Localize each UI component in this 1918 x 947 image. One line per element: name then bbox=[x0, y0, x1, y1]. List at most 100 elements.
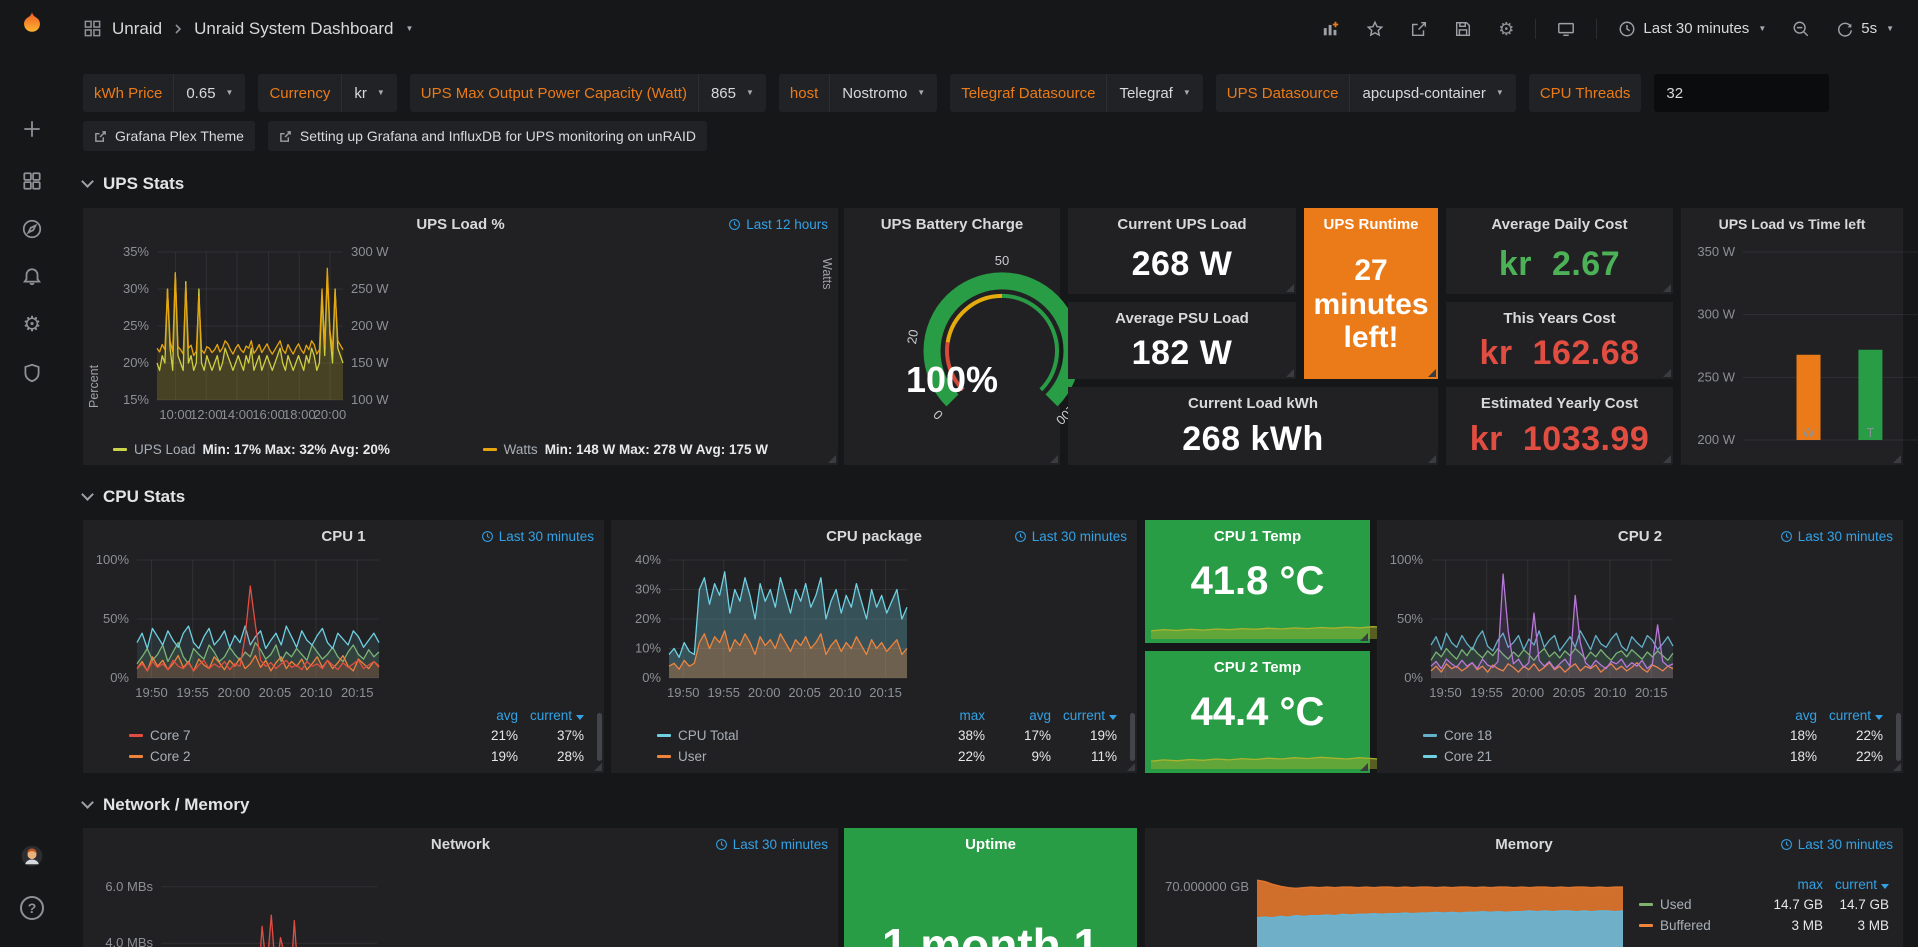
legend-row: User 22% 9% 11% bbox=[657, 746, 1117, 767]
svg-text:19:55: 19:55 bbox=[1470, 685, 1503, 700]
help-icon[interactable]: ? bbox=[20, 896, 44, 920]
legend-scrollbar[interactable] bbox=[1130, 713, 1135, 761]
memory-chart[interactable]: 50.000000 GB60.000000 GB70.000000 GB bbox=[1153, 862, 1635, 947]
variable-ups-max-output[interactable]: UPS Max Output Power Capacity (Watt) 865… bbox=[409, 74, 766, 112]
panel-title[interactable]: Uptime bbox=[965, 835, 1016, 853]
legend-sort-current[interactable]: current bbox=[1051, 708, 1117, 723]
svg-text:30%: 30% bbox=[635, 582, 661, 597]
panel-title[interactable]: UPS Runtime bbox=[1323, 215, 1419, 233]
panel-network: Network Last 30 minutes 2.0 MBs4.0 MBs6.… bbox=[83, 828, 838, 947]
panel-ups-load-percent: UPS Load % Last 12 hours Percent Watts 1… bbox=[83, 208, 838, 465]
breadcrumb-folder[interactable]: Unraid bbox=[112, 18, 163, 38]
row-header-network-memory[interactable]: Network / Memory bbox=[81, 795, 249, 815]
dashboard-link-grafana-plex-theme[interactable]: Grafana Plex Theme bbox=[83, 121, 255, 151]
legend-series[interactable]: Core 21 bbox=[1444, 749, 1493, 764]
legend: UPS Load Min: 17% Max: 32% Avg: 20% Watts… bbox=[113, 442, 768, 457]
legend-series[interactable]: Core 18 bbox=[1444, 728, 1493, 743]
svg-text:20:15: 20:15 bbox=[869, 685, 902, 700]
cpu2-chart[interactable]: 0% 50% 100% 19:50 19:55 20:00 20:05 20:10 20:15 bbox=[1385, 552, 1685, 704]
variable-telegraf-datasource[interactable]: Telegraf Datasource Telegraf ▼ bbox=[950, 74, 1203, 112]
svg-text:0%: 0% bbox=[1404, 670, 1423, 685]
ups-load-chart[interactable]: 15% 20% 25% 30% 35% 100 W 150 W 200 W 250 W 300 W… bbox=[105, 244, 405, 426]
legend-series[interactable]: Core 2 bbox=[150, 749, 191, 764]
panel-title[interactable]: Estimated Yearly Cost bbox=[1480, 394, 1639, 412]
legend-scrollbar[interactable] bbox=[597, 713, 602, 761]
panel-title[interactable]: Memory bbox=[1495, 835, 1553, 853]
breadcrumb-dashboard-title[interactable]: Unraid System Dashboard bbox=[194, 18, 394, 38]
legend-series[interactable]: CPU Total bbox=[678, 728, 739, 743]
panel-title[interactable]: CPU package bbox=[826, 527, 922, 545]
panel-title[interactable]: Current Load kWh bbox=[1188, 394, 1318, 412]
svg-text:300 W: 300 W bbox=[351, 244, 389, 259]
share-dashboard-button[interactable] bbox=[1401, 14, 1437, 44]
dashboard-settings-gear-icon[interactable]: ⚙ bbox=[1498, 18, 1515, 39]
panel-title[interactable]: Network bbox=[430, 835, 491, 853]
panel-title[interactable]: CPU 1 Temp bbox=[1213, 527, 1302, 545]
panel-title[interactable]: UPS Battery Charge bbox=[880, 215, 1024, 233]
panel-title[interactable]: UPS Load vs Time left bbox=[1718, 216, 1866, 232]
legend-row: Buffered 3 MB 3 MB bbox=[1639, 915, 1889, 936]
legend-row: CPU Total 38% 17% 19% bbox=[657, 725, 1117, 746]
legend-sort-avg[interactable]: avg bbox=[1795, 707, 1817, 723]
legend-series[interactable]: UPS Load bbox=[134, 442, 196, 457]
legend-series[interactable]: User bbox=[678, 749, 707, 764]
cpu-package-chart[interactable]: 0% 10% 20% 30% 40% 19:50 19:55 20:00 20:05 20:10 2… bbox=[619, 552, 919, 704]
dashboard-link-ups-monitoring-guide[interactable]: Setting up Grafana and InfluxDB for UPS … bbox=[267, 121, 708, 151]
svg-text:20:00: 20:00 bbox=[748, 685, 781, 700]
svg-text:19:50: 19:50 bbox=[135, 685, 168, 700]
clock-icon bbox=[481, 531, 493, 542]
svg-text:20:10: 20:10 bbox=[829, 685, 862, 700]
legend-scrollbar[interactable] bbox=[1896, 713, 1901, 761]
variable-cpu-threads[interactable]: CPU Threads bbox=[1528, 74, 1642, 112]
legend-series[interactable]: Core 7 bbox=[150, 728, 191, 743]
svg-text:20:00: 20:00 bbox=[314, 407, 347, 422]
cpu-threads-input[interactable] bbox=[1654, 74, 1830, 112]
legend-sort-current[interactable]: current bbox=[518, 708, 584, 723]
create-plus-icon[interactable] bbox=[21, 118, 43, 140]
svg-text:40%: 40% bbox=[635, 552, 661, 567]
variable-kwh-price[interactable]: kWh Price 0.65 ▼ bbox=[83, 74, 246, 112]
legend-series[interactable]: Used bbox=[1660, 897, 1692, 912]
panel-title[interactable]: CPU 2 bbox=[1617, 527, 1663, 545]
grafana-logo[interactable] bbox=[21, 11, 43, 33]
legend-sort-avg[interactable]: avg bbox=[496, 707, 518, 723]
add-panel-button[interactable] bbox=[1313, 14, 1349, 44]
variable-currency[interactable]: Currency kr ▼ bbox=[258, 74, 397, 112]
server-admin-shield-icon[interactable] bbox=[21, 362, 43, 384]
legend-series[interactable]: Buffered bbox=[1660, 918, 1711, 933]
explore-compass-icon[interactable] bbox=[21, 218, 43, 240]
panel-title[interactable]: Average PSU Load bbox=[1115, 309, 1249, 327]
svg-text:50: 50 bbox=[995, 253, 1009, 268]
panel-title[interactable]: UPS Load % bbox=[416, 215, 505, 233]
cycle-view-mode-tv-button[interactable] bbox=[1548, 14, 1584, 44]
dashboard-picker-caret-icon[interactable]: ▼ bbox=[405, 23, 414, 33]
svg-text:14:00: 14:00 bbox=[221, 407, 254, 422]
legend-series[interactable]: Watts bbox=[503, 442, 538, 457]
variable-ups-datasource[interactable]: UPS Datasource apcupsd-container ▼ bbox=[1215, 74, 1516, 112]
zoom-out-button[interactable] bbox=[1783, 14, 1819, 44]
row-header-ups-stats[interactable]: UPS Stats bbox=[81, 174, 184, 194]
alerting-bell-icon[interactable] bbox=[21, 266, 43, 288]
panel-title[interactable]: CPU 2 Temp bbox=[1213, 658, 1302, 676]
legend-sort-max[interactable]: max bbox=[1797, 876, 1823, 892]
legend-sort-max[interactable]: max bbox=[959, 707, 985, 723]
panel-title[interactable]: CPU 1 bbox=[321, 527, 366, 545]
refresh-picker[interactable]: 5s ▼ bbox=[1827, 14, 1903, 44]
legend-sort-current[interactable]: current bbox=[1823, 877, 1889, 892]
save-dashboard-button[interactable] bbox=[1445, 14, 1481, 44]
panel-title[interactable]: Current UPS Load bbox=[1117, 215, 1247, 233]
legend-sort-avg[interactable]: avg bbox=[1029, 707, 1051, 723]
user-avatar[interactable] bbox=[21, 845, 43, 867]
panel-title[interactable]: Average Daily Cost bbox=[1491, 215, 1628, 233]
dashboards-icon[interactable] bbox=[21, 170, 43, 192]
legend-sort-current[interactable]: current bbox=[1817, 708, 1883, 723]
configuration-gear-icon[interactable]: ⚙ bbox=[22, 313, 42, 336]
cpu1-chart[interactable]: 0% 50% 100% 19:50 19:55 20:00 20:05 20:10 20:15 bbox=[91, 552, 391, 704]
panel-title[interactable]: This Years Cost bbox=[1503, 309, 1616, 327]
time-range-picker[interactable]: Last 30 minutes ▼ bbox=[1609, 14, 1775, 44]
variable-host[interactable]: host Nostromo ▼ bbox=[778, 74, 938, 112]
star-dashboard-button[interactable] bbox=[1357, 14, 1393, 44]
row-header-cpu-stats[interactable]: CPU Stats bbox=[81, 487, 185, 507]
